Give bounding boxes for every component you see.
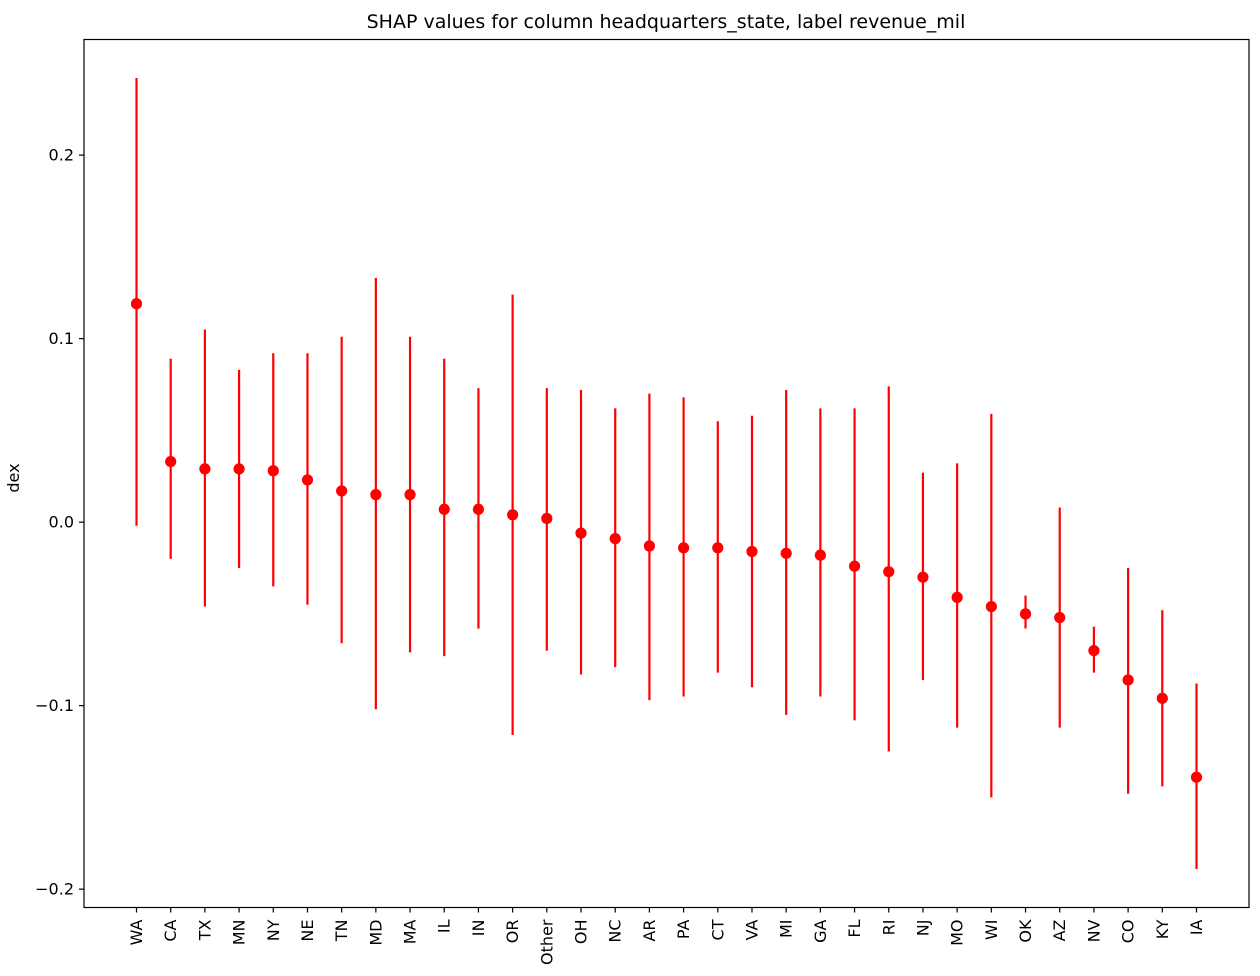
chart-title: SHAP values for column headquarters_stat…: [367, 11, 966, 33]
point-ne: [301, 474, 314, 486]
x-tick-label: AZ: [1050, 919, 1069, 941]
point-ma: [404, 489, 416, 501]
x-tick-label: WI: [982, 920, 1001, 941]
x-tick-label: IN: [469, 920, 488, 937]
x-tick-label: TN: [332, 920, 351, 943]
x-tick-label: NV: [1084, 919, 1103, 942]
point-nv: [1088, 644, 1100, 657]
point-ri: [883, 566, 895, 578]
x-tick-label: MN: [230, 920, 249, 946]
x-tick-label: IL: [435, 919, 454, 933]
point-ky: [1156, 692, 1168, 704]
point-mo: [951, 591, 963, 603]
x-tick-label: GA: [811, 919, 830, 942]
point-md: [370, 489, 382, 501]
x-tick-label: MA: [401, 919, 420, 944]
point-or: [507, 509, 519, 521]
point-nj: [917, 571, 929, 583]
x-tick-label: RI: [879, 920, 898, 936]
y-tick-label: 0.2: [49, 146, 74, 165]
point-ok: [1019, 608, 1032, 620]
x-tick-label: PA: [674, 919, 693, 939]
point-ny: [267, 465, 279, 477]
y-axis-label: dex: [4, 463, 23, 492]
x-tick-label: CA: [161, 919, 180, 941]
point-oh: [575, 527, 587, 539]
x-tick-label: MI: [777, 920, 796, 939]
x-tick-label: VA: [742, 919, 761, 940]
x-tick-label: OK: [1016, 919, 1035, 943]
x-tick-label: FL: [845, 919, 864, 937]
point-ct: [712, 542, 724, 554]
point-in: [472, 503, 485, 515]
point-ca: [165, 455, 177, 468]
point-tx: [199, 463, 211, 475]
x-tick-label: KY: [1153, 919, 1172, 939]
point-fl: [848, 560, 861, 572]
point-other: [541, 512, 553, 525]
point-wa: [130, 298, 143, 310]
y-tick-label: 0.0: [49, 513, 74, 532]
x-tick-label: MO: [948, 920, 967, 946]
x-tick-label: AR: [640, 920, 659, 942]
point-ar: [643, 540, 656, 552]
point-wi: [985, 600, 997, 613]
x-tick-label: CO: [1119, 920, 1138, 944]
point-ia: [1190, 771, 1203, 783]
y-tick-label: 0.1: [49, 329, 74, 348]
y-tick-label: −0.1: [35, 696, 74, 715]
point-mi: [780, 547, 792, 559]
y-tick-label: −0.2: [35, 880, 74, 899]
plot-frame: [83, 38, 1250, 909]
point-az: [1054, 611, 1066, 624]
x-tick-label: OH: [572, 920, 591, 945]
x-tick-label: Other: [537, 919, 556, 965]
x-tick-label: NC: [606, 920, 625, 943]
x-tick-label: TX: [195, 919, 214, 941]
point-il: [438, 503, 450, 515]
x-tick-label: WA: [127, 919, 146, 945]
point-co: [1122, 674, 1134, 686]
x-tick-label: NJ: [913, 920, 932, 937]
point-va: [746, 545, 758, 558]
axes: WA CA TX MN NY NE TN MD MA IL IN OR Other OH NC AR PA CT V…: [35, 146, 1206, 965]
point-pa: [677, 542, 690, 554]
x-tick-label: MD: [366, 920, 385, 946]
x-tick-label: NE: [298, 920, 317, 942]
point-nc: [609, 533, 621, 545]
plot-marks: [130, 78, 1203, 869]
x-tick-label: IA: [1187, 919, 1206, 935]
x-tick-label: OR: [503, 920, 522, 944]
point-mn: [233, 463, 245, 475]
x-tick-label: CT: [708, 919, 727, 940]
point-tn: [336, 485, 348, 497]
point-ga: [814, 549, 826, 561]
x-tick-label: NY: [264, 919, 283, 941]
